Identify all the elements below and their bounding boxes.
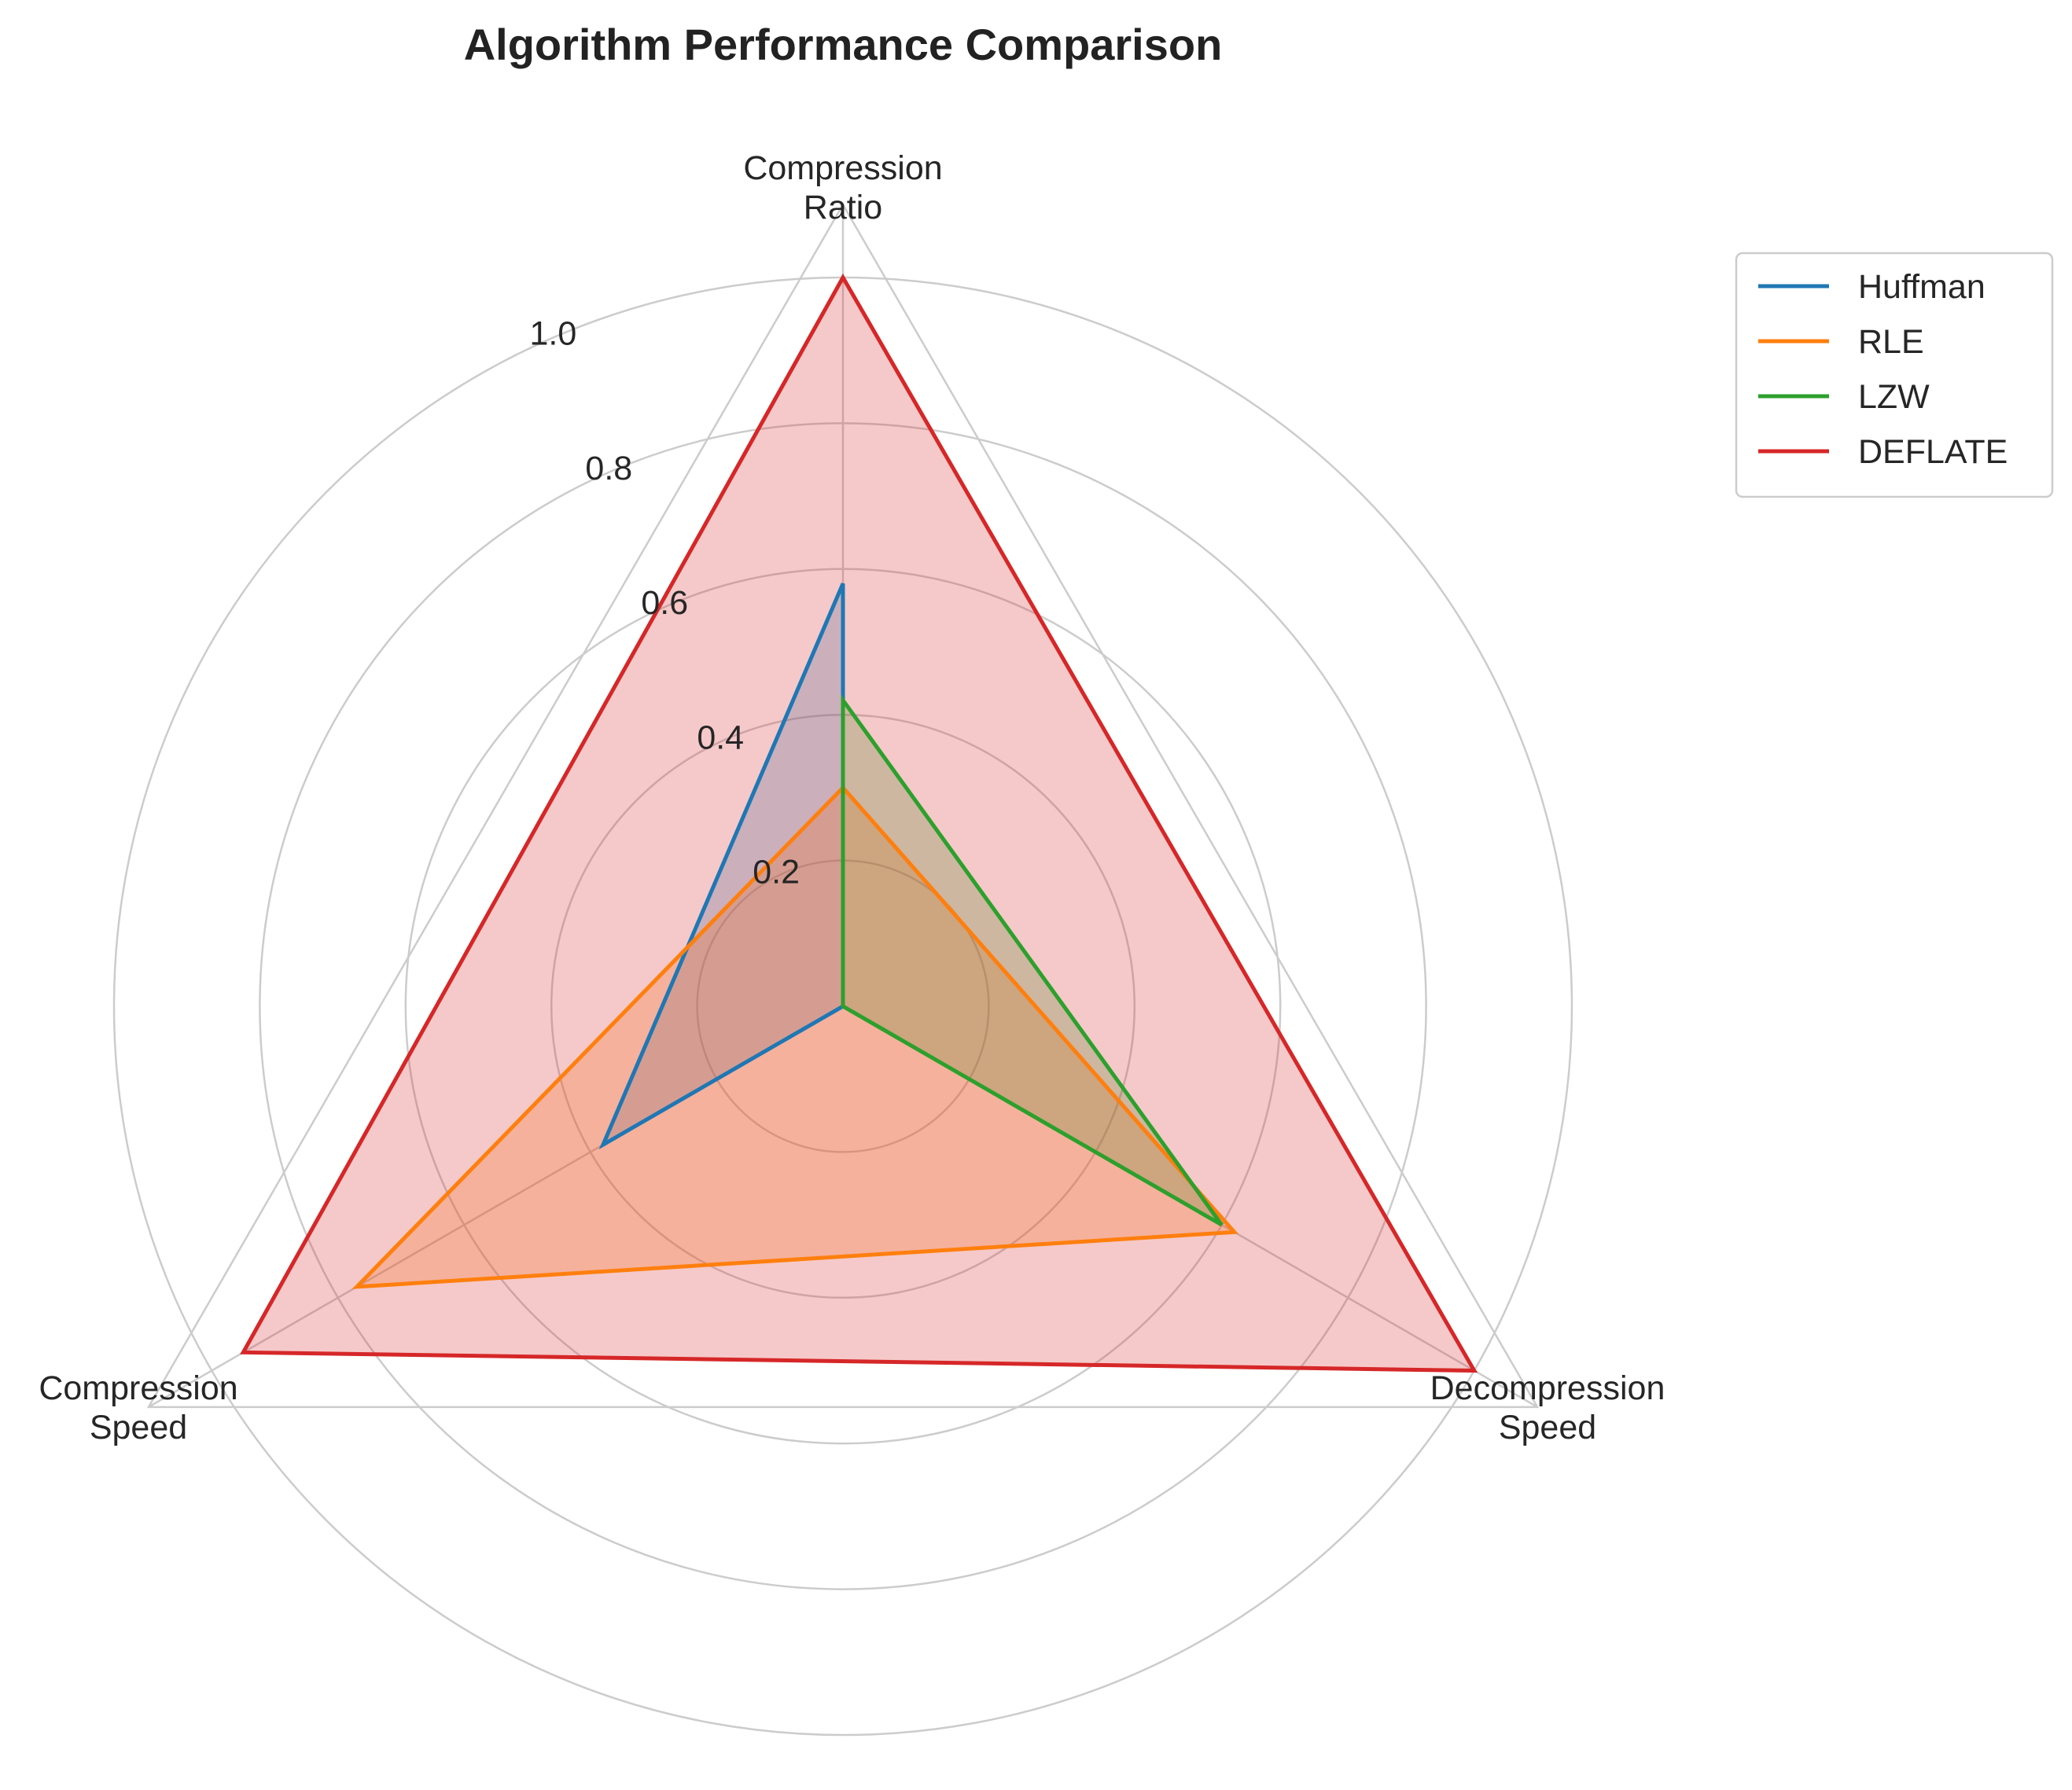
legend-label-deflate: DEFLATE [1858, 433, 2008, 471]
axis-label-line2: Ratio [804, 189, 882, 226]
legend-box [1735, 252, 2054, 498]
tick-label-1.0: 1.0 [529, 315, 576, 353]
series-line-lzw [841, 693, 1224, 1227]
outer-frame [146, 202, 1540, 1409]
series-fill-deflate [243, 278, 1474, 1371]
legend-label-rle: RLE [1858, 323, 1924, 361]
axis-label-0: Compression Ratio [743, 149, 942, 226]
series-lines [240, 273, 1478, 1373]
axis-label-line1: Compression [39, 1369, 237, 1407]
chart-title: Algorithm Performance Comparison [464, 20, 1223, 69]
axis-label-line1: Compression [743, 149, 942, 187]
series-fills [243, 278, 1474, 1371]
legend: Huffman RLE LZW DEFLATE [1735, 252, 2054, 498]
legend-label-huffman: Huffman [1858, 268, 1986, 306]
tick-label-0.2: 0.2 [753, 854, 800, 891]
axis-label-line1: Decompression [1430, 1369, 1665, 1407]
axis-label-line2: Speed [90, 1409, 187, 1446]
radial-tick-labels: 0.2 0.4 0.6 0.8 1.0 [529, 315, 800, 891]
axis-label-line2: Speed [1499, 1409, 1596, 1446]
tick-label-0.4: 0.4 [697, 719, 744, 756]
axis-label-2: Compression Speed [39, 1369, 237, 1446]
tick-label-0.6: 0.6 [641, 584, 688, 622]
axis-label-1: Decompression Speed [1430, 1369, 1665, 1446]
legend-label-lzw: LZW [1858, 378, 1930, 416]
series-fill-rle [356, 787, 1235, 1287]
tick-label-0.8: 0.8 [585, 450, 632, 487]
series-line-deflate [240, 273, 1478, 1373]
series-line-rle [351, 785, 1238, 1289]
